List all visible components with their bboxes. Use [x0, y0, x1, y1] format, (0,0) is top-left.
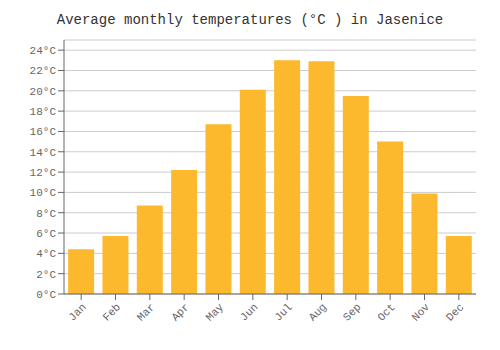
- svg-text:Jan: Jan: [66, 301, 88, 323]
- svg-text:Aug: Aug: [307, 301, 329, 323]
- svg-text:Dec: Dec: [444, 301, 466, 323]
- svg-text:Apr: Apr: [169, 301, 191, 323]
- svg-text:Jul: Jul: [272, 301, 294, 323]
- svg-text:May: May: [204, 301, 227, 324]
- svg-text:24°C: 24°C: [30, 45, 57, 57]
- svg-text:6°C: 6°C: [36, 228, 56, 240]
- svg-text:Nov: Nov: [410, 301, 433, 324]
- svg-text:16°C: 16°C: [30, 126, 57, 138]
- svg-text:Sep: Sep: [341, 301, 363, 323]
- svg-text:4°C: 4°C: [36, 248, 56, 260]
- svg-text:Mar: Mar: [135, 301, 157, 323]
- svg-text:20°C: 20°C: [30, 86, 57, 98]
- svg-text:14°C: 14°C: [30, 147, 57, 159]
- svg-text:18°C: 18°C: [30, 106, 57, 118]
- svg-text:22°C: 22°C: [30, 65, 57, 77]
- svg-text:8°C: 8°C: [36, 208, 56, 220]
- svg-text:Oct: Oct: [375, 301, 397, 323]
- svg-text:0°C: 0°C: [36, 289, 56, 301]
- svg-text:10°C: 10°C: [30, 187, 57, 199]
- svg-text:12°C: 12°C: [30, 167, 57, 179]
- svg-text:Jun: Jun: [238, 301, 260, 323]
- html-text:Average monthly temperatures (: Average monthly temperatures (°C ) in Ja…: [56, 12, 444, 28]
- svg-text:Feb: Feb: [101, 301, 123, 323]
- svg-text:2°C: 2°C: [36, 269, 56, 281]
